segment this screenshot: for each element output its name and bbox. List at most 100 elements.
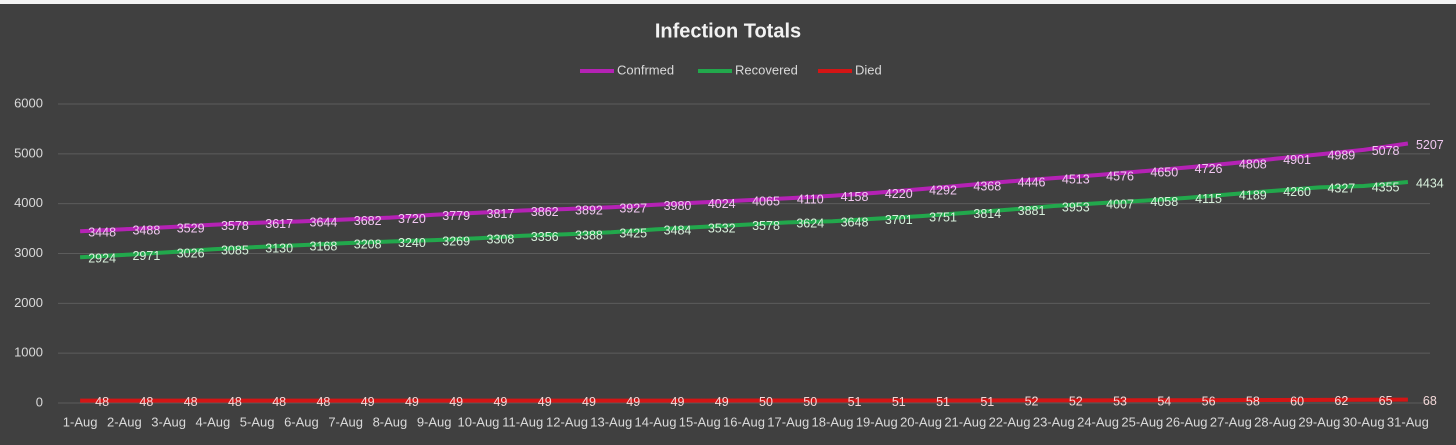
x-tick-label: 17-Aug bbox=[767, 414, 809, 429]
data-label: 3529 bbox=[177, 221, 205, 235]
data-label: 51 bbox=[936, 395, 950, 409]
data-label: 3644 bbox=[310, 216, 338, 230]
data-label: 3701 bbox=[885, 213, 913, 227]
data-label: 3356 bbox=[531, 230, 559, 244]
data-label: 51 bbox=[848, 395, 862, 409]
x-tick-label: 10-Aug bbox=[457, 414, 499, 429]
data-label: 4808 bbox=[1239, 158, 1267, 172]
data-label: 62 bbox=[1334, 394, 1348, 408]
data-label: 56 bbox=[1202, 395, 1216, 409]
data-label: 4434 bbox=[1416, 176, 1444, 190]
data-label: 4110 bbox=[797, 192, 824, 206]
x-tick-label: 22-Aug bbox=[989, 414, 1031, 429]
x-tick-label: 30-Aug bbox=[1343, 414, 1385, 429]
x-tick-label: 19-Aug bbox=[856, 414, 898, 429]
data-label: 3388 bbox=[575, 228, 603, 242]
series-line bbox=[80, 397, 1408, 403]
data-label: 52 bbox=[1069, 395, 1083, 409]
data-label: 58 bbox=[1246, 394, 1260, 408]
data-label: 3980 bbox=[664, 199, 692, 213]
x-tick-label: 11-Aug bbox=[502, 414, 543, 429]
data-label: 49 bbox=[671, 395, 685, 409]
y-tick-label: 3000 bbox=[14, 245, 43, 260]
y-tick-label: 2000 bbox=[14, 295, 43, 310]
data-label: 4115 bbox=[1195, 192, 1222, 206]
data-label: 49 bbox=[582, 395, 596, 409]
data-label: 3085 bbox=[221, 244, 249, 258]
sheet-strip bbox=[0, 0, 1456, 4]
data-label: 4368 bbox=[973, 180, 1001, 194]
x-tick-label: 4-Aug bbox=[196, 414, 231, 429]
data-label: 4901 bbox=[1283, 153, 1311, 167]
x-tick-label: 27-Aug bbox=[1210, 414, 1252, 429]
data-label: 4327 bbox=[1327, 182, 1355, 196]
y-tick-label: 1000 bbox=[14, 345, 43, 360]
data-label: 48 bbox=[184, 395, 198, 409]
x-tick-label: 9-Aug bbox=[417, 414, 452, 429]
x-tick-label: 15-Aug bbox=[679, 414, 721, 429]
data-label: 3648 bbox=[841, 216, 869, 230]
data-label: 4007 bbox=[1106, 198, 1134, 212]
data-label: 3720 bbox=[398, 212, 426, 226]
x-tick-label: 31-Aug bbox=[1387, 414, 1429, 429]
data-label: 5078 bbox=[1372, 144, 1400, 158]
data-label: 49 bbox=[626, 395, 640, 409]
data-label: 3862 bbox=[531, 205, 559, 219]
data-label: 3532 bbox=[708, 221, 736, 235]
x-tick-label: 2-Aug bbox=[107, 414, 142, 429]
chart-title: Infection Totals bbox=[655, 20, 801, 42]
data-label: 3682 bbox=[354, 214, 382, 228]
data-label: 48 bbox=[316, 395, 330, 409]
x-tick-label: 29-Aug bbox=[1298, 414, 1340, 429]
series-line bbox=[80, 141, 1409, 234]
x-tick-label: 24-Aug bbox=[1077, 414, 1119, 429]
data-label: 5207 bbox=[1416, 138, 1444, 152]
data-label: 4513 bbox=[1062, 172, 1090, 186]
x-tick-label: 1-Aug bbox=[63, 414, 98, 429]
data-label: 3578 bbox=[221, 219, 249, 233]
data-label: 50 bbox=[759, 395, 773, 409]
x-tick-label: 18-Aug bbox=[812, 414, 854, 429]
data-label: 3624 bbox=[796, 217, 824, 231]
data-label: 3425 bbox=[619, 227, 647, 241]
data-label: 3817 bbox=[487, 207, 515, 221]
x-tick-label: 26-Aug bbox=[1166, 414, 1208, 429]
x-tick-label: 21-Aug bbox=[944, 414, 986, 429]
y-tick-label: 5000 bbox=[14, 145, 43, 160]
data-label: 4576 bbox=[1106, 169, 1134, 183]
data-label: 49 bbox=[449, 395, 463, 409]
data-label: 4220 bbox=[885, 187, 913, 201]
data-label: 3617 bbox=[265, 217, 293, 231]
data-label: 4989 bbox=[1327, 149, 1355, 163]
data-label: 4189 bbox=[1239, 189, 1267, 203]
data-label: 3892 bbox=[575, 203, 603, 217]
data-label: 3578 bbox=[752, 219, 780, 233]
data-label: 53 bbox=[1113, 395, 1127, 409]
data-label: 49 bbox=[405, 395, 419, 409]
data-label: 3130 bbox=[265, 241, 293, 255]
x-tick-label: 13-Aug bbox=[590, 414, 632, 429]
x-tick-label: 6-Aug bbox=[284, 414, 319, 429]
data-label: 49 bbox=[715, 395, 729, 409]
data-label: 3026 bbox=[177, 247, 205, 261]
data-label: 4058 bbox=[1150, 195, 1178, 209]
data-label: 48 bbox=[272, 395, 286, 409]
data-label: 3814 bbox=[973, 207, 1001, 221]
data-label: 3308 bbox=[487, 232, 515, 246]
x-tick-label: 7-Aug bbox=[328, 414, 363, 429]
data-label: 4065 bbox=[752, 195, 780, 209]
data-label: 3208 bbox=[354, 237, 382, 251]
data-label: 3488 bbox=[132, 223, 160, 237]
data-label: 4355 bbox=[1372, 180, 1400, 194]
legend-label: Recovered bbox=[735, 62, 798, 77]
data-label: 4024 bbox=[708, 197, 736, 211]
data-label: 4158 bbox=[841, 190, 869, 204]
data-label: 4446 bbox=[1018, 176, 1046, 190]
x-tick-label: 28-Aug bbox=[1254, 414, 1296, 429]
data-label: 48 bbox=[228, 395, 242, 409]
data-label: 4726 bbox=[1195, 162, 1223, 176]
data-label: 49 bbox=[493, 395, 507, 409]
y-tick-label: 6000 bbox=[14, 95, 43, 110]
data-label: 3484 bbox=[664, 224, 692, 238]
